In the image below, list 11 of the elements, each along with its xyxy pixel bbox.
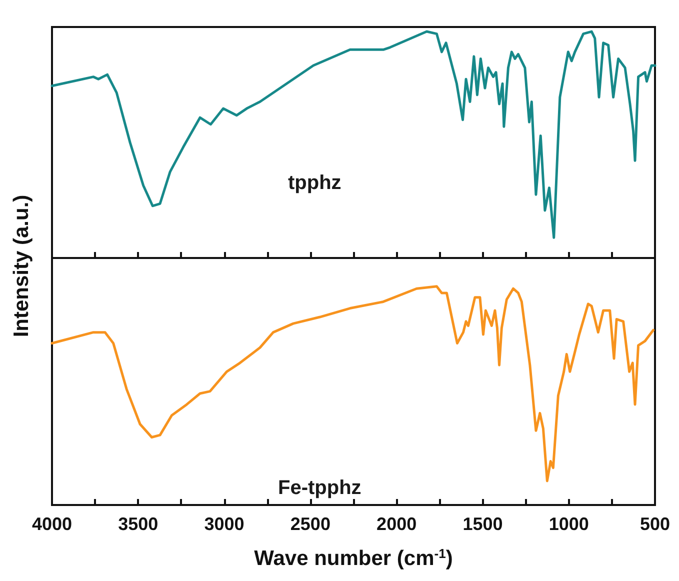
annotation: Fe-tpphz [278, 477, 362, 499]
x-tick-label: 2500 [290, 514, 330, 534]
x-tick-label: 1000 [548, 514, 589, 534]
y-axis-title: Intensity (a.u.) [10, 194, 34, 338]
x-tick-label: 4000 [32, 514, 72, 534]
x-tick-label: 1500 [462, 514, 503, 534]
x-tick-label: 500 [640, 514, 670, 534]
x-tick-label: 3000 [204, 514, 244, 534]
annotation: tpphz [288, 172, 342, 194]
x-tick-label: 3500 [118, 514, 158, 534]
x-tick-label: 2000 [376, 514, 417, 534]
